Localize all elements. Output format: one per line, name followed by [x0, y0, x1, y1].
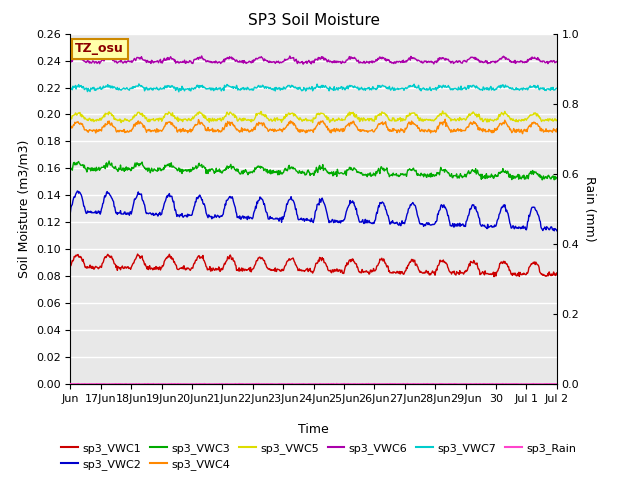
X-axis label: Time: Time [298, 423, 329, 436]
Text: TZ_osu: TZ_osu [76, 42, 124, 55]
Y-axis label: Soil Moisture (m3/m3): Soil Moisture (m3/m3) [17, 140, 30, 278]
Y-axis label: Rain (mm): Rain (mm) [583, 176, 596, 241]
Legend: sp3_VWC1, sp3_VWC2, sp3_VWC3, sp3_VWC4, sp3_VWC5, sp3_VWC6, sp3_VWC7, sp3_Rain: sp3_VWC1, sp3_VWC2, sp3_VWC3, sp3_VWC4, … [57, 438, 581, 474]
Title: SP3 Soil Moisture: SP3 Soil Moisture [248, 13, 380, 28]
